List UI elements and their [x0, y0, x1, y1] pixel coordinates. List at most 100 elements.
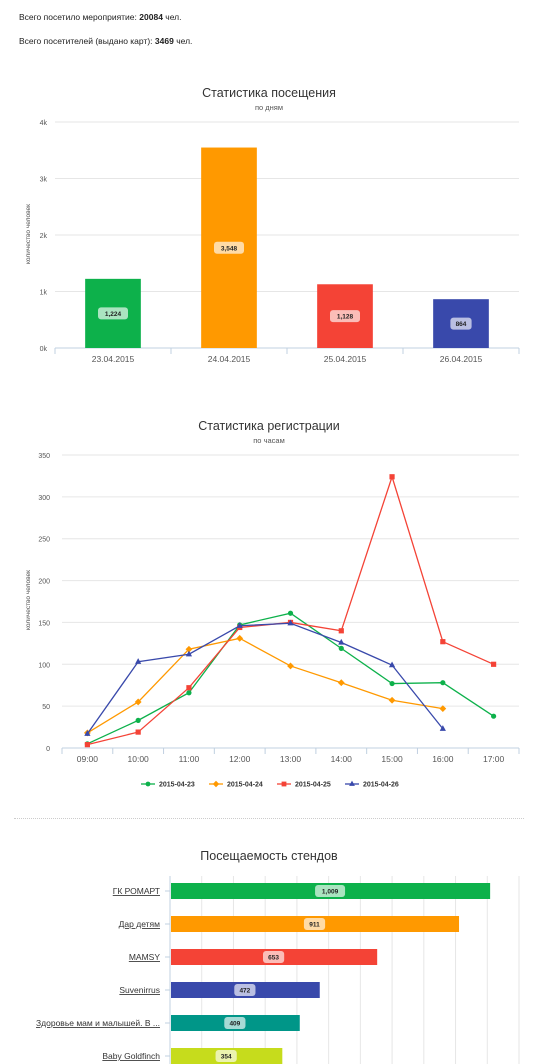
- series-line[interactable]: [87, 637, 443, 734]
- data-point[interactable]: [349, 780, 355, 786]
- legend-label: 2015-04-25: [295, 782, 331, 789]
- data-point[interactable]: [135, 729, 141, 735]
- bar-data-label-bg: [234, 984, 256, 996]
- summary-total-visitors: Всего посетителей (выдано карт): 3469 че…: [19, 36, 192, 46]
- data-point[interactable]: [186, 685, 192, 691]
- data-point[interactable]: [338, 645, 344, 651]
- legend-item[interactable]: 2015-04-25: [277, 782, 331, 789]
- data-point[interactable]: [338, 628, 344, 634]
- legend-label: 2015-04-24: [227, 782, 263, 789]
- stand-link[interactable]: Suvenirrus: [119, 985, 160, 995]
- summary-total-visitors-value: 3469: [154, 36, 174, 46]
- data-point[interactable]: [236, 634, 244, 642]
- visits-by-day-chart: Статистика посещения по дням количество …: [25, 86, 520, 364]
- data-point[interactable]: [389, 474, 395, 480]
- y-tick-label: 0k: [40, 346, 48, 353]
- y-tick-label: 2k: [40, 233, 48, 240]
- data-point[interactable]: [388, 661, 396, 668]
- bar-data-label-bg: [450, 317, 472, 330]
- chart-subtitle: по дням: [255, 103, 283, 112]
- stand-link[interactable]: Дар детям: [119, 919, 160, 929]
- data-point[interactable]: [84, 742, 90, 748]
- data-point[interactable]: [388, 696, 396, 704]
- summary-total-visits: Всего посетило мероприятие: 20084 чел.: [19, 12, 182, 22]
- legend-item[interactable]: 2015-04-23: [141, 782, 195, 789]
- y-tick-label: 150: [38, 620, 50, 627]
- bar-data-label: 1,128: [337, 314, 354, 321]
- x-tick-label: 15:00: [381, 754, 403, 764]
- data-point[interactable]: [236, 622, 243, 628]
- y-tick-label: 200: [38, 579, 50, 586]
- data-point[interactable]: [337, 679, 345, 687]
- data-point[interactable]: [440, 680, 446, 686]
- y-tick-label: 350: [38, 453, 50, 460]
- x-tick-label: 25.04.2015: [324, 354, 367, 364]
- x-tick-label: 10:00: [128, 754, 150, 764]
- data-point[interactable]: [440, 639, 446, 645]
- data-point[interactable]: [491, 713, 497, 719]
- y-tick-label: 250: [38, 537, 50, 544]
- x-tick-label: 24.04.2015: [208, 354, 251, 364]
- data-point[interactable]: [186, 690, 192, 696]
- bar-data-label: 3,548: [221, 245, 238, 252]
- x-tick-label: 23.04.2015: [92, 354, 135, 364]
- stand-link[interactable]: MAMSY: [129, 952, 161, 962]
- x-tick-label: 16:00: [432, 754, 454, 764]
- series-line[interactable]: [87, 612, 494, 745]
- data-point[interactable]: [135, 658, 142, 664]
- chart-title: Статистика посещения: [202, 86, 336, 100]
- y-tick-label: 0: [46, 746, 50, 753]
- data-point[interactable]: [185, 645, 193, 653]
- section-divider: [14, 818, 524, 819]
- legend-label: 2015-04-23: [159, 782, 195, 789]
- bar-data-label-bg: [215, 1050, 237, 1062]
- data-point[interactable]: [185, 650, 193, 657]
- x-tick-label: 14:00: [331, 754, 353, 764]
- bar-data-label-bg: [262, 951, 285, 963]
- bar-data-label: 472: [239, 988, 250, 995]
- data-point[interactable]: [338, 638, 345, 645]
- series-2015-04-23: [84, 610, 497, 747]
- data-point[interactable]: [491, 661, 497, 667]
- chart-title: Статистика регистрации: [198, 419, 340, 433]
- bar-data-label: 354: [221, 1054, 232, 1061]
- legend-label: 2015-04-26: [363, 782, 399, 789]
- data-point[interactable]: [135, 717, 141, 723]
- bar-data-label-bg: [315, 885, 346, 897]
- data-point[interactable]: [145, 781, 151, 787]
- series-line[interactable]: [86, 622, 444, 735]
- stand-attendance-chart: Посещаемость стендов ГК РОМАРТ 1,009 Дар д…: [36, 849, 520, 1064]
- summary-total-visits-unit: чел.: [165, 12, 182, 22]
- x-tick-label: 09:00: [77, 754, 99, 764]
- x-tick-label: 17:00: [483, 754, 505, 764]
- series-2015-04-26: [84, 619, 446, 736]
- data-point[interactable]: [281, 781, 287, 787]
- bar-data-label-bg: [224, 1017, 246, 1029]
- data-point[interactable]: [212, 780, 220, 788]
- data-point[interactable]: [84, 730, 91, 736]
- data-point[interactable]: [134, 698, 142, 706]
- legend-item[interactable]: 2015-04-26: [345, 780, 399, 789]
- x-tick-label: 12:00: [229, 754, 251, 764]
- data-point[interactable]: [439, 705, 447, 713]
- x-tick-label: 13:00: [280, 754, 302, 764]
- data-point[interactable]: [287, 662, 294, 670]
- bar-data-label-bg: [98, 307, 128, 320]
- stand-link[interactable]: ГК РОМАРТ: [113, 886, 160, 896]
- y-tick-label: 50: [42, 704, 50, 711]
- legend-item[interactable]: 2015-04-24: [209, 780, 263, 789]
- summary-total-visitors-label: Всего посетителей (выдано карт):: [19, 36, 153, 46]
- data-point[interactable]: [287, 610, 294, 616]
- data-point[interactable]: [287, 619, 294, 626]
- y-tick-label: 1k: [40, 290, 48, 297]
- x-tick-label: 11:00: [179, 754, 200, 764]
- stand-link[interactable]: Здоровье мам и малышей. В ...: [36, 1018, 160, 1028]
- bar-data-label: 1,224: [105, 311, 122, 318]
- data-point[interactable]: [389, 680, 395, 687]
- y-tick-label: 3k: [40, 177, 48, 184]
- bar-data-label-bg: [330, 310, 360, 323]
- stand-link[interactable]: Baby Goldfinch: [102, 1051, 160, 1061]
- bar-data-label: 653: [268, 955, 279, 962]
- summary-total-visits-value: 20084: [139, 12, 163, 22]
- data-point[interactable]: [439, 725, 446, 731]
